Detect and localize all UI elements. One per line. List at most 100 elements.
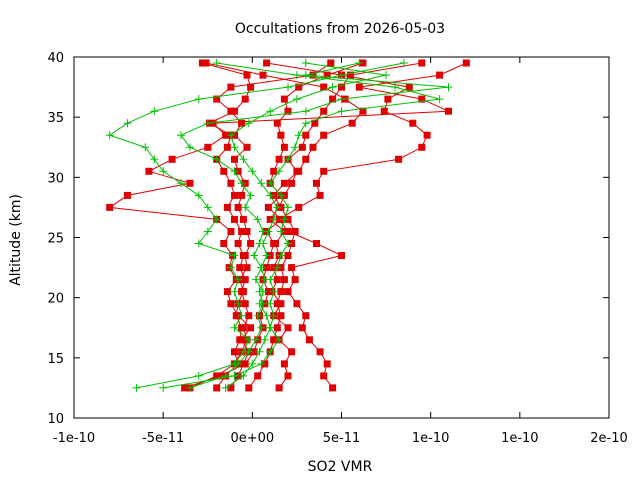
data-point [230, 323, 239, 332]
data-point [291, 143, 300, 152]
data-point [423, 131, 431, 139]
data-point [177, 131, 185, 140]
data-point [280, 276, 288, 284]
data-point [384, 95, 392, 103]
data-point [241, 203, 250, 212]
y-axis-title: Altitude (km) [8, 194, 24, 286]
data-point [323, 360, 331, 368]
data-point [284, 252, 292, 259]
data-point [223, 143, 231, 151]
y-tick-label: 30 [47, 171, 64, 186]
data-point [313, 240, 320, 247]
data-point [259, 299, 267, 308]
data-point [355, 59, 364, 67]
data-point [227, 179, 235, 187]
data-point [302, 312, 310, 320]
data-point [338, 252, 345, 259]
data-point [337, 95, 346, 104]
data-point [223, 203, 231, 211]
data-point [247, 240, 255, 247]
data-point [288, 264, 296, 272]
data-point [245, 312, 253, 320]
data-point [227, 300, 235, 308]
data-point [216, 372, 224, 380]
x-tick-label: 1e-10 [412, 431, 450, 446]
data-point [260, 275, 269, 284]
data-point [236, 264, 244, 272]
x-tick-label: 1e-10 [501, 431, 539, 446]
data-point [234, 203, 242, 211]
data-point [288, 179, 296, 187]
data-point [409, 119, 417, 127]
data-point [145, 167, 153, 175]
data-point [444, 83, 453, 92]
data-point [276, 227, 285, 236]
data-point [284, 83, 292, 92]
data-point [284, 324, 292, 332]
data-point [124, 191, 131, 199]
data-point [264, 288, 272, 296]
y-tick-label: 20 [47, 292, 64, 307]
series-3 [263, 59, 431, 392]
data-point [294, 131, 303, 140]
data-point [222, 131, 230, 139]
data-point [255, 347, 264, 356]
data-point [181, 384, 189, 392]
data-point [227, 83, 235, 91]
data-point [418, 143, 426, 151]
data-point [141, 143, 150, 152]
data-point [231, 215, 238, 223]
data-point [247, 324, 255, 332]
data-point [382, 71, 391, 80]
data-point [276, 251, 285, 260]
data-point [284, 228, 292, 235]
data-point [264, 227, 273, 236]
data-point [227, 228, 235, 235]
data-point [418, 95, 426, 103]
data-point [298, 143, 306, 151]
data-point [234, 275, 243, 284]
data-point [243, 143, 251, 151]
series-line-8 [163, 62, 449, 389]
data-point [436, 71, 444, 79]
data-point [230, 143, 239, 152]
data-point [270, 240, 278, 247]
data-point [241, 300, 249, 308]
series-10 [185, 59, 391, 392]
data-point [239, 155, 248, 164]
data-point [168, 155, 176, 163]
data-point [277, 300, 285, 308]
data-point [269, 287, 278, 296]
series-line-0 [269, 62, 422, 389]
data-point [253, 311, 262, 320]
data-point [275, 167, 284, 176]
data-point [105, 131, 114, 140]
data-point [301, 107, 310, 116]
data-point [244, 347, 253, 356]
data-point [209, 119, 217, 127]
data-point [291, 276, 299, 284]
x-tick-label: 0e+00 [230, 431, 274, 446]
data-point [284, 155, 292, 164]
y-tick-label: 25 [47, 232, 64, 247]
data-point [212, 155, 221, 164]
data-point [241, 252, 249, 259]
data-point [257, 179, 266, 188]
data-point [251, 275, 260, 284]
data-point [106, 203, 114, 211]
data-point [254, 372, 262, 380]
data-point [275, 335, 284, 344]
data-point [320, 372, 328, 380]
data-point [221, 383, 230, 392]
data-point [266, 347, 275, 356]
data-point [237, 179, 246, 188]
data-point [316, 191, 324, 199]
series-8 [159, 59, 453, 392]
data-point [301, 71, 310, 80]
data-point [395, 155, 403, 163]
data-point [320, 131, 328, 139]
data-point [220, 240, 228, 247]
data-point [203, 119, 212, 128]
data-point [263, 59, 271, 67]
